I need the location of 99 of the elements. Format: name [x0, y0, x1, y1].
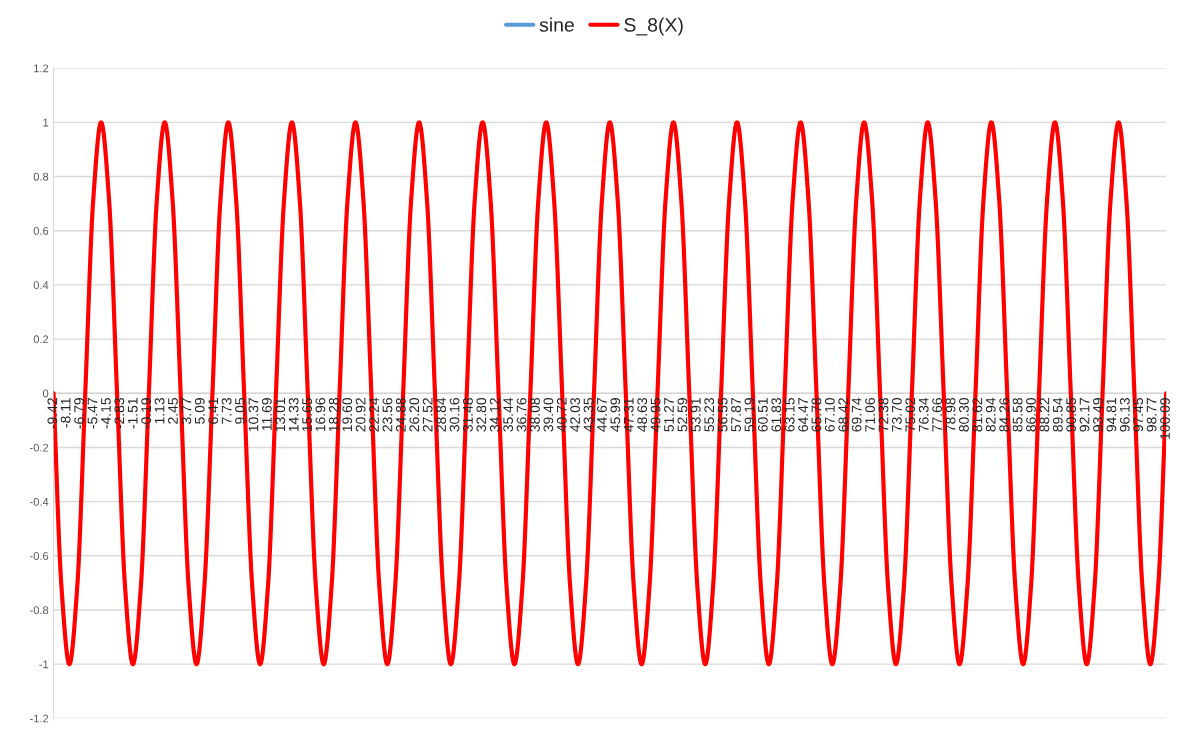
x-tick-label: -2.83: [114, 398, 125, 429]
x-tick-label: 65.78: [811, 398, 822, 432]
x-tick-label: 40.72: [556, 398, 567, 432]
x-tick-label: 94.81: [1106, 398, 1117, 432]
x-tick-label: 44.67: [597, 398, 607, 432]
y-tick-label: 1.2: [34, 64, 49, 73]
x-tick-label: 28.84: [436, 397, 447, 432]
y-tick-label: -0.4: [30, 497, 49, 506]
x-tick-label: 26.20: [409, 397, 420, 432]
x-tick-label: 97.45: [1133, 398, 1144, 432]
x-tick-label: 30.16: [449, 398, 460, 432]
x-tick-label: 89.54: [1052, 397, 1063, 432]
y-tick-label: -0.8: [30, 606, 49, 615]
x-tick-label: 38.08: [530, 398, 540, 432]
x-tick-label: 85.58: [1012, 398, 1023, 432]
x-tick-label: 5.09: [194, 398, 205, 424]
legend-label: S_8(X): [624, 17, 683, 36]
x-tick-label: 100.09: [1160, 398, 1170, 439]
x-tick-label: 71.06: [865, 398, 875, 432]
x-tick-label: 39.40: [543, 397, 554, 432]
x-tick-label: 92.17: [1079, 398, 1090, 432]
y-tick-label: 0.2: [33, 335, 49, 344]
y-tick-label: -1.2: [30, 714, 49, 723]
x-tick-label: 69.74: [851, 397, 862, 432]
x-tick-label: 35.44: [503, 397, 514, 432]
x-tick-label: 98.77: [1146, 398, 1157, 432]
x-tick-label: 16.96: [315, 398, 326, 432]
x-tick-label: -1.51: [127, 398, 138, 429]
x-tick-label: 18.28: [328, 398, 339, 432]
x-tick-label: -9.42: [47, 398, 58, 429]
x-tick-label: 6.41: [208, 398, 219, 424]
x-tick-label: 19.60: [342, 397, 353, 432]
x-tick-label: 23.56: [382, 398, 393, 432]
x-tick-label: 56.55: [717, 398, 728, 432]
x-tick-label: 72.38: [878, 398, 889, 432]
x-tick-label: 51.27: [664, 398, 674, 432]
x-tick-label: 53.91: [690, 398, 701, 432]
x-tick-label: 82.94: [985, 397, 996, 432]
x-tick-label: -8.11: [60, 398, 71, 428]
x-tick-label: 93.49: [1093, 398, 1103, 432]
x-tick-label: 81.62: [972, 398, 983, 432]
x-tick-label: 10.37: [248, 398, 259, 432]
x-tick-label: 76.34: [918, 397, 929, 432]
x-tick-label: 14.33: [288, 398, 299, 432]
x-tick-label: 78.98: [945, 398, 956, 432]
x-tick-label: 59.19: [744, 398, 755, 432]
x-tick-label: 48.63: [637, 398, 648, 432]
x-tick-label: 7.73: [221, 398, 232, 424]
x-tick-label: 9.05: [235, 398, 245, 424]
x-tick-label: 75.02: [905, 398, 916, 432]
x-tick-label: 84.26: [999, 398, 1010, 432]
x-tick-label: 11.69: [261, 398, 272, 431]
x-tick-label: 96.13: [1119, 398, 1130, 432]
x-tick-label: 45.99: [610, 398, 621, 432]
x-tick-label: 90.85: [1066, 398, 1077, 432]
x-tick-label: 31.48: [463, 398, 473, 432]
x-tick-label: -4.15: [101, 398, 111, 429]
y-tick-label: -0.6: [30, 552, 49, 560]
x-tick-label: 15.65: [302, 398, 312, 432]
x-tick-label: 77.66: [932, 398, 943, 432]
x-tick-label: 49.95: [650, 398, 661, 432]
x-tick-label: 32.80: [476, 397, 487, 432]
x-tick-label: 3.77: [181, 398, 192, 424]
x-tick-label: 1.13: [154, 398, 165, 424]
x-tick-label: 55.23: [704, 398, 715, 432]
y-tick-label: 1: [43, 118, 49, 127]
x-tick-label: -0.19: [141, 398, 152, 429]
x-tick-label: 61.83: [771, 398, 782, 432]
x-tick-label: 22.24: [369, 397, 379, 432]
x-tick-label: 24.88: [395, 398, 406, 432]
x-tick-label: 63.15: [784, 398, 795, 432]
legend-label: sine: [539, 17, 574, 32]
x-tick-label: -6.79: [74, 398, 84, 429]
x-tick-label: 73.70: [891, 397, 902, 432]
x-tick-label: 36.76: [516, 398, 527, 432]
x-tick-label: 43.35: [583, 398, 594, 432]
y-tick-label: 0.4: [33, 281, 49, 290]
x-tick-label: -5.47: [87, 398, 98, 429]
x-tick-label: 68.42: [838, 398, 849, 432]
x-tick-label: 2.45: [168, 398, 178, 424]
x-tick-label: 60.51: [757, 398, 768, 432]
x-tick-label: 42.03: [570, 398, 581, 432]
x-tick-label: 20.92: [355, 398, 366, 432]
x-tick-label: 52.59: [677, 398, 688, 432]
x-tick-label: 88.22: [1039, 398, 1050, 432]
x-tick-label: 57.87: [731, 398, 741, 432]
x-tick-label: 13.01: [275, 398, 286, 432]
x-tick-label: 47.31: [623, 398, 634, 432]
y-tick-label: -1: [39, 660, 49, 669]
x-tick-label: 86.90: [1026, 397, 1036, 432]
y-tick-label: 0.6: [33, 226, 49, 235]
x-tick-label: 80.30: [959, 397, 969, 432]
x-tick-label: 67.10: [824, 397, 835, 432]
y-tick-label: 0.8: [33, 172, 49, 181]
y-tick-label: -0.2: [30, 443, 49, 452]
y-tick-label: 0: [42, 389, 49, 398]
x-tick-label: 64.47: [798, 398, 809, 432]
x-tick-label: 27.52: [422, 398, 433, 432]
x-tick-label: 34.12: [489, 398, 500, 432]
